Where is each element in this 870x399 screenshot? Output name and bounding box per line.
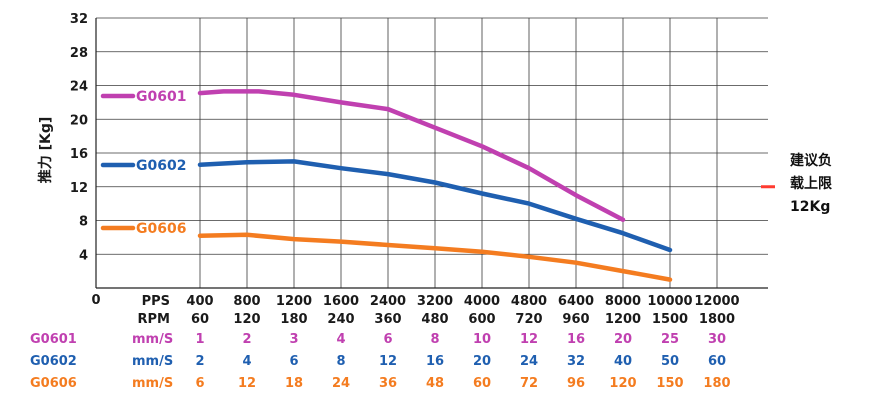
table-cell-speed: 16 — [426, 354, 444, 369]
table-cell-speed: 16 — [567, 332, 585, 347]
table-cell-speed: 12 — [238, 376, 256, 391]
series-line-g0602 — [197, 159, 673, 253]
table-unit-g0602: mm/S — [132, 354, 173, 369]
pps-tick-label: 2400 — [370, 294, 406, 309]
pps-tick-label: 800 — [233, 294, 260, 309]
y-tick-label: 32 — [70, 12, 88, 27]
pps-tick-label: 12000 — [694, 294, 739, 309]
pps-row-label: PPS — [142, 294, 170, 309]
table-cell-speed: 2 — [242, 332, 251, 347]
table-cell-speed: 180 — [703, 376, 730, 391]
table-cell-speed: 30 — [708, 332, 726, 347]
y-axis-label: 推力 [Kg] — [37, 117, 54, 184]
table-cell-speed: 12 — [520, 332, 538, 347]
table-row-label-g0602: G0602 — [30, 354, 77, 369]
axes — [95, 18, 768, 289]
y-tick-label: 0 — [91, 293, 100, 308]
rpm-tick-label: 60 — [191, 312, 209, 327]
rpm-tick-label: 960 — [562, 312, 589, 327]
y-tick-label: 12 — [70, 181, 88, 196]
table-cell-speed: 120 — [609, 376, 636, 391]
table-row-label-g0606: G0606 — [30, 376, 77, 391]
table-cell-speed: 6 — [195, 376, 204, 391]
table-cell-speed: 4 — [336, 332, 345, 347]
grid — [96, 17, 768, 288]
table-cell-speed: 150 — [656, 376, 683, 391]
y-tick-label: 20 — [70, 113, 88, 128]
rpm-tick-label: 120 — [233, 312, 260, 327]
rpm-tick-label: 180 — [280, 312, 307, 327]
y-tick-label: 16 — [70, 147, 88, 162]
table-cell-speed: 6 — [289, 354, 298, 369]
legend-label-g0606: G0606 — [136, 221, 186, 237]
series-line-g0601 — [197, 89, 626, 222]
table-cell-speed: 12 — [379, 354, 397, 369]
table-cell-speed: 32 — [567, 354, 585, 369]
y-tick-label: 28 — [70, 46, 88, 61]
rpm-tick-label: 480 — [421, 312, 448, 327]
y-tick-labels: 0 4 8 12 16 20 24 28 32 — [70, 12, 101, 308]
table-cell-speed: 20 — [614, 332, 632, 347]
y-tick-label: 4 — [79, 248, 88, 263]
table-cell-speed: 60 — [473, 376, 491, 391]
table-cell-speed: 50 — [661, 354, 679, 369]
table-cell-speed: 6 — [383, 332, 392, 347]
table-cell-speed: 72 — [520, 376, 538, 391]
pps-tick-label: 10000 — [647, 294, 692, 309]
x-axis-rows: PPS RPM 400 800 1200 1600 2400 3200 4000 4800 6400… — [138, 294, 740, 327]
table-cell-speed: 25 — [661, 332, 679, 347]
table-cell-speed: 60 — [708, 354, 726, 369]
y-tick-label: 24 — [70, 80, 88, 95]
rpm-tick-label: 720 — [515, 312, 542, 327]
rpm-tick-label: 1800 — [699, 312, 735, 327]
rpm-tick-label: 600 — [468, 312, 495, 327]
legend-label-g0602: G0602 — [136, 158, 186, 174]
load-limit-note-line: 12Kg — [790, 199, 830, 215]
legend-label-g0601: G0601 — [136, 89, 186, 105]
rpm-row-label: RPM — [138, 312, 170, 327]
table-cell-speed: 40 — [614, 354, 632, 369]
table-cell-speed: 8 — [336, 354, 345, 369]
pps-tick-label: 6400 — [558, 294, 594, 309]
rpm-tick-label: 360 — [374, 312, 401, 327]
table-cell-speed: 96 — [567, 376, 585, 391]
pps-tick-label: 4000 — [464, 294, 500, 309]
table-cell-speed: 3 — [289, 332, 298, 347]
table-cell-speed: 36 — [379, 376, 397, 391]
table-cell-speed: 2 — [195, 354, 204, 369]
table-cell-speed: 48 — [426, 376, 444, 391]
table-cell-speed: 24 — [520, 354, 538, 369]
table-row-label-g0601: G0601 — [30, 332, 77, 347]
table-cell-speed: 4 — [242, 354, 251, 369]
table-cell-speed: 10 — [473, 332, 491, 347]
series-lines — [197, 89, 673, 282]
pps-tick-label: 8000 — [605, 294, 641, 309]
y-tick-label: 8 — [79, 215, 88, 230]
pps-tick-label: 1200 — [276, 294, 312, 309]
table-cell-speed: 1 — [195, 332, 204, 347]
pps-tick-label: 4800 — [511, 294, 547, 309]
table-cell-speed: 24 — [332, 376, 350, 391]
table-cell-speed: 20 — [473, 354, 491, 369]
table-cell-speed: 18 — [285, 376, 303, 391]
rpm-tick-label: 1500 — [652, 312, 688, 327]
pps-tick-label: 3200 — [417, 294, 453, 309]
pps-tick-label: 1600 — [323, 294, 359, 309]
table-cell-speed: 8 — [430, 332, 439, 347]
load-limit-note-line: 建议负 — [790, 152, 832, 169]
rpm-tick-label: 1200 — [605, 312, 641, 327]
load-limit-note-line: 载上限 — [790, 175, 832, 192]
pps-tick-label: 400 — [186, 294, 213, 309]
series-line-g0606 — [197, 232, 673, 282]
legend: G0601 G0602 G0606 — [100, 89, 186, 237]
table-unit-g0601: mm/S — [132, 332, 173, 347]
table-unit-g0606: mm/S — [132, 376, 173, 391]
rpm-tick-label: 240 — [327, 312, 354, 327]
